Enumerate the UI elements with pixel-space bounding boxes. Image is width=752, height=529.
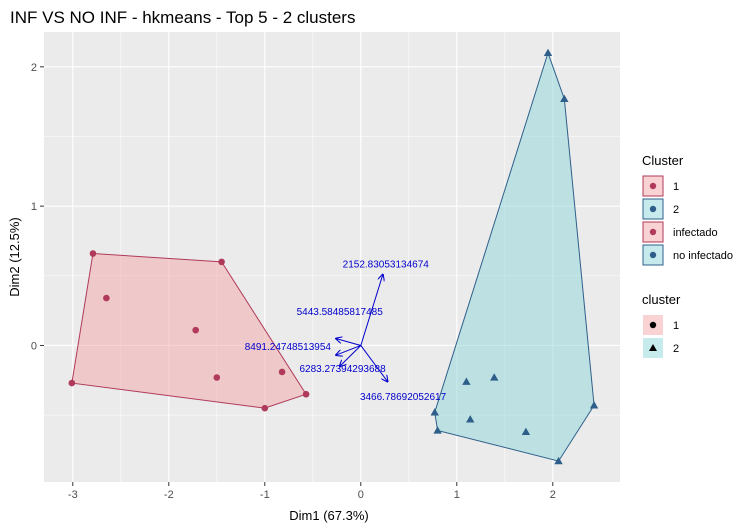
- data-point-cluster-2: [430, 408, 439, 416]
- legend-key-circle: [649, 321, 657, 329]
- data-point-cluster-2: [560, 94, 569, 103]
- legend-key-circle: [649, 182, 657, 190]
- data-point-cluster-2: [554, 456, 563, 465]
- data-point-cluster-2: [462, 377, 471, 385]
- y-axis-title: Dim2 (12.5%): [7, 217, 22, 296]
- data-point-cluster-1: [261, 404, 269, 412]
- legend: Cluster 1 2 infectado no infectado cluster 1 2: [642, 153, 733, 358]
- variable-arrow: [340, 345, 362, 366]
- variable-arrow: [360, 274, 383, 346]
- x-tick-label: -2: [164, 489, 174, 501]
- chart-title: INF VS NO INF - hkmeans - Top 5 - 2 clus…: [10, 8, 355, 27]
- plot-area: 2152.83053134674 5443.58485817485 8491.247…: [44, 32, 620, 482]
- legend-label: 1: [673, 320, 679, 332]
- data-point-cluster-2: [521, 427, 531, 435]
- variable-arrow: [360, 345, 388, 381]
- data-point-cluster-1: [278, 368, 286, 376]
- axes: -3 -2 -1 0 1 2 0 1 2: [31, 62, 556, 501]
- legend-label: 2: [673, 343, 679, 355]
- data-point-cluster-1: [103, 294, 110, 302]
- x-axis-title: Dim1 (67.3%): [289, 508, 368, 523]
- y-tick-label: 1: [31, 201, 37, 213]
- x-tick-label: 2: [550, 489, 556, 501]
- variable-arrow-label: 2152.83053134674: [343, 260, 430, 271]
- data-point-cluster-1: [302, 390, 310, 398]
- cluster-1-hull: [71, 252, 307, 409]
- variable-arrow: [336, 339, 361, 346]
- variable-arrow-label: 3466.78692052617: [360, 392, 447, 403]
- data-point-cluster-1: [213, 374, 221, 381]
- variable-arrow-label: 8491.24748513954: [245, 342, 332, 353]
- legend-label: infectado: [673, 227, 718, 239]
- x-tick-label: -1: [260, 489, 270, 501]
- data-point-cluster-2: [543, 48, 553, 57]
- data-point-cluster-1: [68, 379, 76, 387]
- variable-arrow: [336, 345, 361, 355]
- data-point-cluster-1: [89, 250, 97, 257]
- y-tick-label: 0: [31, 340, 37, 352]
- legend-title: Cluster: [642, 153, 684, 168]
- x-tick-label: 0: [358, 489, 364, 501]
- x-tick-label: 1: [454, 489, 460, 501]
- variable-arrow-label: 6283.27394293688: [299, 364, 386, 375]
- data-point-cluster-2: [589, 401, 599, 409]
- data-point-cluster-1: [218, 258, 225, 266]
- legend-key-triangle: [649, 344, 657, 351]
- data-point-cluster-1: [192, 326, 199, 334]
- legend-key-circle: [649, 228, 657, 236]
- legend-label: 2: [673, 204, 679, 216]
- x-tick-label: -3: [68, 489, 78, 501]
- legend-label: no infectado: [673, 250, 733, 262]
- legend-label: 1: [673, 181, 679, 193]
- data-point-cluster-2: [466, 415, 475, 423]
- legend-key-circle: [649, 251, 657, 259]
- legend-title: cluster: [642, 292, 681, 307]
- data-point-cluster-2: [433, 426, 442, 434]
- data-point-cluster-2: [490, 373, 499, 381]
- variable-arrow-label: 5443.58485817485: [297, 307, 384, 318]
- y-tick-label: 2: [31, 62, 37, 74]
- legend-key-circle: [649, 205, 657, 213]
